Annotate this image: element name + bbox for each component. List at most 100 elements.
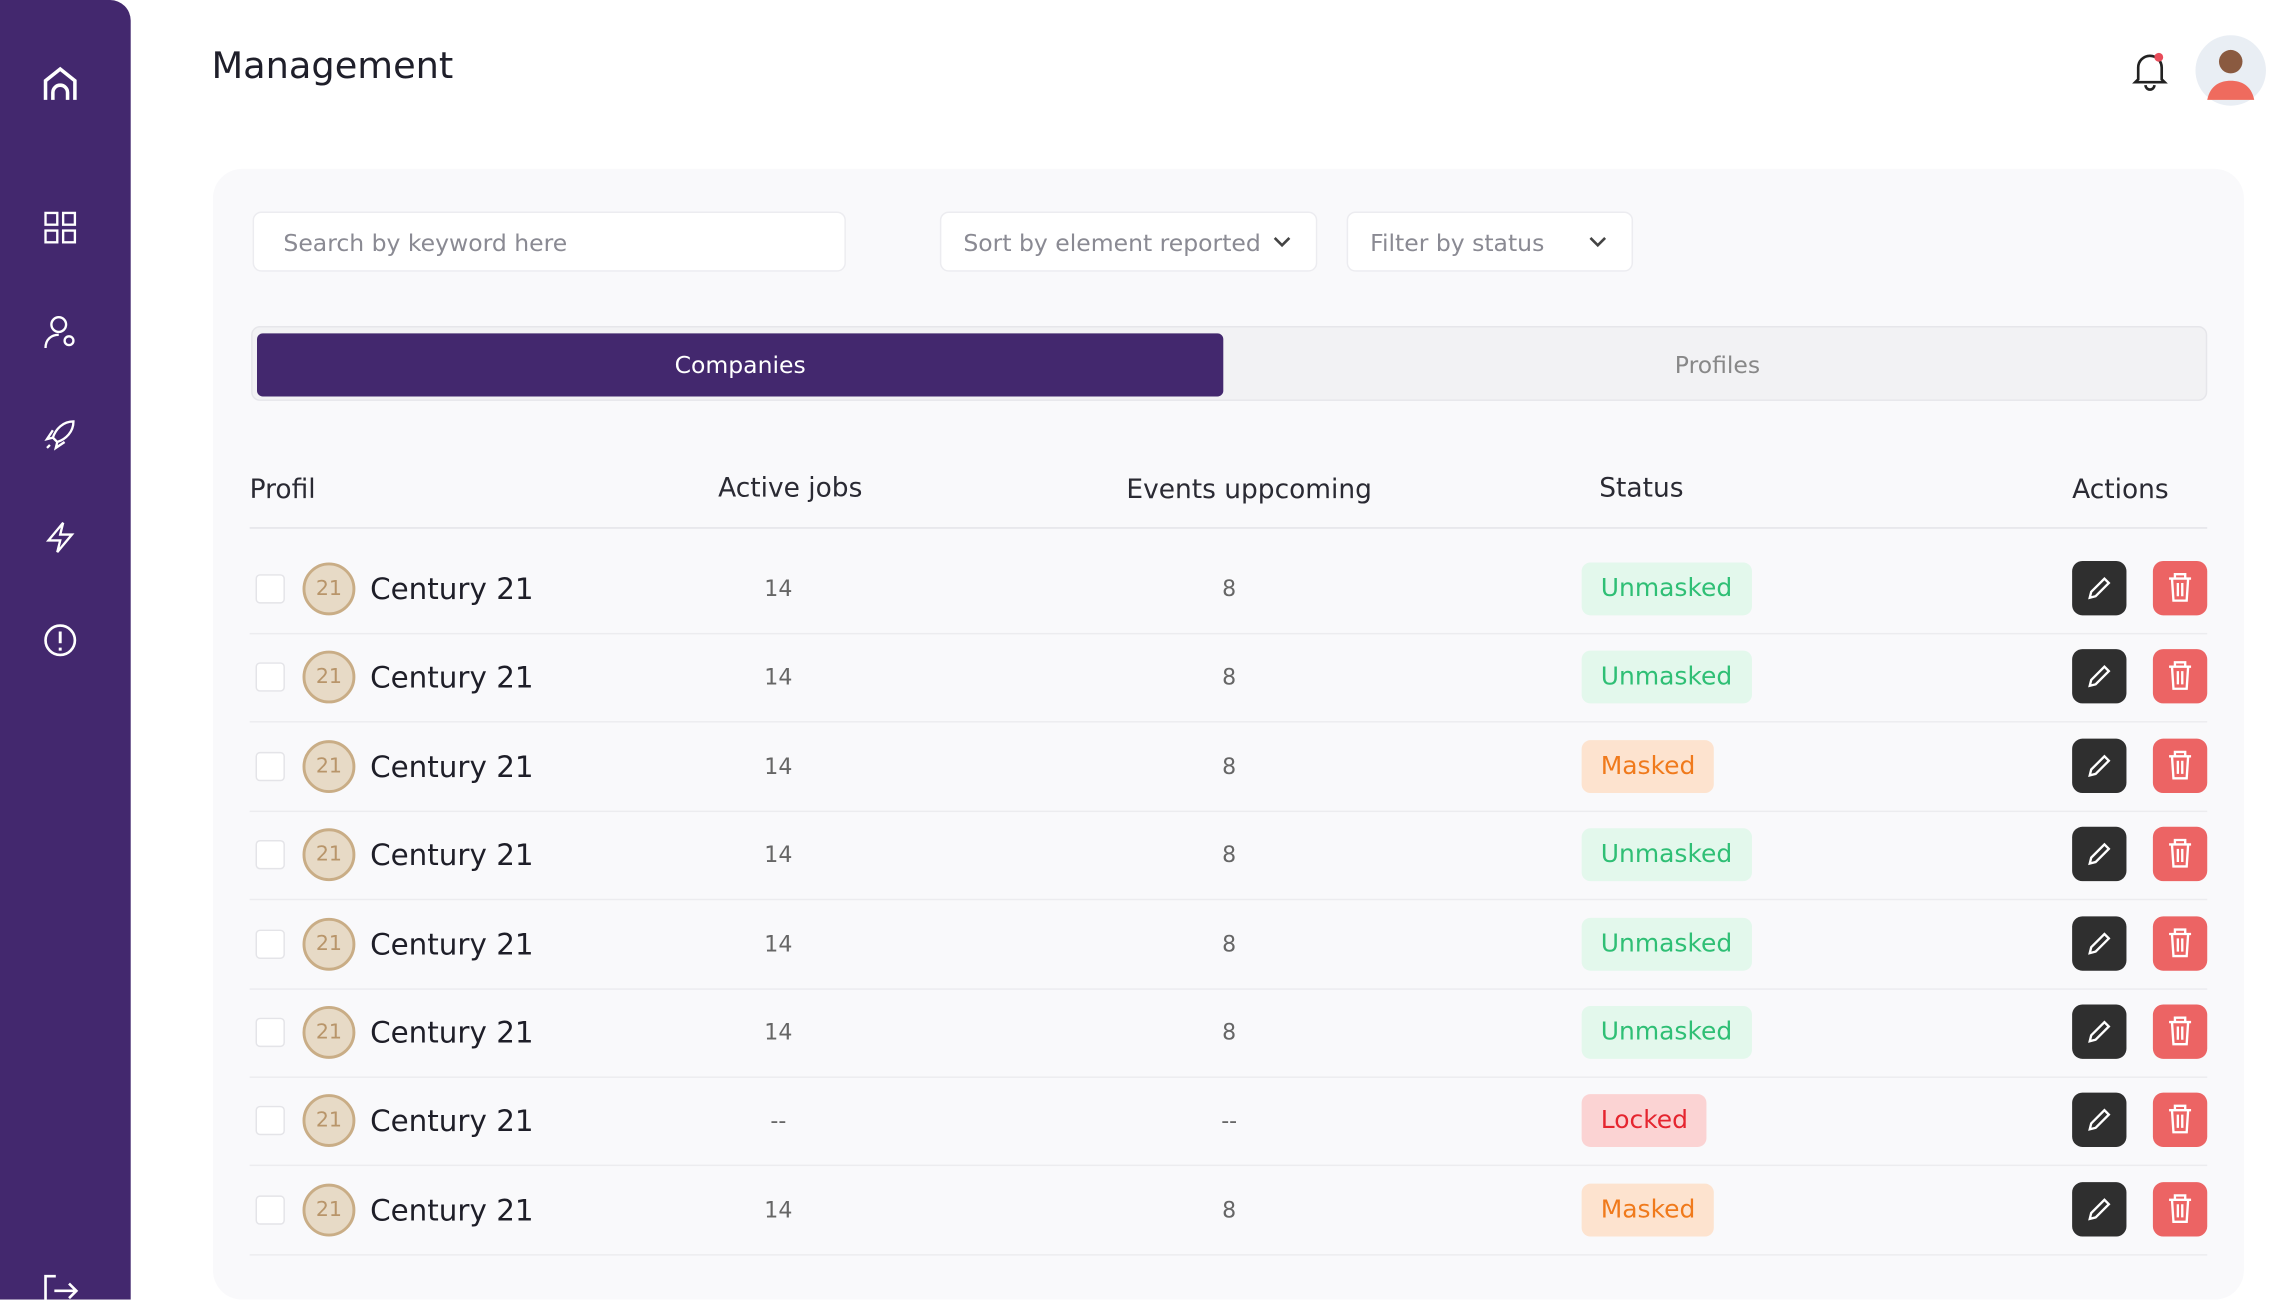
edit-icon — [2088, 1197, 2111, 1221]
events-upcoming: 8 — [1222, 1019, 1237, 1046]
company-name: Century 21 — [370, 1103, 534, 1139]
edit-icon — [2088, 1109, 2111, 1132]
edit-button[interactable] — [2072, 649, 2127, 705]
active-jobs: 14 — [764, 1196, 793, 1224]
row-checkbox[interactable] — [255, 1017, 285, 1048]
status-badge: Unmasked — [1581, 562, 1752, 616]
company-logo: 21 — [302, 1094, 356, 1148]
filter-dropdown[interactable]: Filter by status — [1346, 211, 1634, 272]
company-logo: 21 — [302, 828, 356, 882]
edit-button[interactable] — [2072, 1004, 2127, 1059]
status-badge: Masked — [1581, 1183, 1715, 1237]
edit-icon — [2088, 754, 2111, 777]
delete-button[interactable] — [2152, 1093, 2208, 1148]
column-header: Events uppcoming — [1126, 474, 1372, 506]
table-row: 21 Century 21 -- -- Locked — [249, 1077, 2208, 1167]
edit-button[interactable] — [2072, 915, 2127, 971]
delete-icon — [2169, 661, 2192, 691]
events-upcoming: 8 — [1222, 664, 1237, 691]
tab-active[interactable]: Companies — [256, 333, 1224, 397]
dashboard-icon[interactable] — [41, 209, 79, 247]
alert-icon[interactable] — [41, 621, 79, 659]
search-input[interactable]: Search by keyword here — [252, 211, 846, 272]
sort-dropdown[interactable]: Sort by element reported — [939, 211, 1318, 272]
active-jobs: 14 — [764, 841, 793, 869]
status-badge: Unmasked — [1581, 651, 1752, 705]
delete-button[interactable] — [2152, 738, 2208, 793]
avatar[interactable] — [2194, 34, 2267, 107]
edit-button[interactable] — [2072, 1093, 2127, 1148]
row-checkbox[interactable] — [255, 751, 285, 781]
events-upcoming: 8 — [1222, 930, 1237, 957]
column-header: Active jobs — [718, 472, 863, 504]
status-badge: Unmasked — [1581, 917, 1752, 971]
sort-label: Sort by element reported — [963, 229, 1261, 257]
delete-icon — [2169, 1193, 2192, 1223]
row-checkbox[interactable] — [255, 1195, 285, 1225]
active-jobs: -- — [770, 1107, 787, 1135]
flash-icon[interactable] — [41, 518, 79, 556]
events-upcoming: 8 — [1222, 1196, 1237, 1224]
row-checkbox[interactable] — [255, 928, 285, 959]
page-title: Management — [211, 44, 454, 87]
users-icon[interactable] — [41, 313, 79, 351]
notification-bell[interactable] — [2131, 50, 2169, 91]
edit-button[interactable] — [2072, 738, 2127, 793]
row-checkbox[interactable] — [255, 662, 285, 693]
active-jobs: 14 — [764, 575, 793, 603]
status-badge: Unmasked — [1581, 828, 1752, 882]
edit-icon — [2088, 843, 2111, 866]
company-logo: 21 — [302, 562, 356, 616]
delete-icon — [2169, 839, 2192, 868]
company-logo: 21 — [302, 739, 356, 793]
tab-bar: Companies Profiles — [251, 326, 2208, 401]
column-header: Profil — [249, 474, 316, 506]
company-logo: 21 — [302, 1005, 356, 1059]
company-name: Century 21 — [370, 837, 534, 873]
company-name: Century 21 — [370, 748, 534, 784]
edit-button[interactable] — [2072, 560, 2127, 616]
status-badge: Unmasked — [1581, 1005, 1752, 1059]
events-upcoming: 8 — [1222, 753, 1237, 780]
table-row: 21 Century 21 14 8 Unmasked — [249, 811, 2208, 901]
company-logo: 21 — [302, 917, 356, 971]
home-icon[interactable] — [41, 65, 79, 103]
delete-icon — [2169, 750, 2192, 780]
delete-button[interactable] — [2152, 560, 2208, 616]
company-logo: 21 — [302, 1183, 356, 1237]
chevron — [1273, 236, 1291, 248]
delete-button[interactable] — [2152, 649, 2208, 705]
delete-icon — [2169, 1105, 2192, 1135]
row-checkbox[interactable] — [255, 574, 285, 604]
edit-icon — [2088, 931, 2111, 955]
delete-button[interactable] — [2152, 827, 2208, 882]
company-name: Century 21 — [370, 659, 534, 696]
events-upcoming: 8 — [1222, 841, 1237, 869]
edit-button[interactable] — [2072, 1181, 2127, 1237]
status-badge: Locked — [1581, 1094, 1708, 1148]
table-row: 21 Century 21 14 8 Unmasked — [249, 900, 2208, 990]
table-row: 21 Century 21 14 8 Unmasked — [249, 545, 2208, 635]
company-name: Century 21 — [370, 926, 534, 962]
tab[interactable]: Profiles — [1674, 350, 1761, 379]
logout-icon[interactable] — [41, 1272, 79, 1300]
delete-button[interactable] — [2152, 915, 2208, 971]
table-row: 21 Century 21 14 8 Unmasked — [249, 634, 2208, 724]
edit-icon — [2088, 576, 2111, 600]
row-checkbox[interactable] — [255, 840, 285, 870]
edit-button[interactable] — [2072, 827, 2127, 882]
row-checkbox[interactable] — [255, 1106, 285, 1136]
edit-icon — [2088, 1020, 2111, 1043]
company-name: Century 21 — [370, 571, 534, 607]
delete-button[interactable] — [2152, 1181, 2208, 1237]
table-row: 21 Century 21 14 8 Unmasked — [249, 988, 2208, 1078]
company-name: Century 21 — [370, 1014, 534, 1051]
delete-icon — [2169, 1016, 2192, 1046]
filter-label: Filter by status — [1370, 229, 1545, 257]
delete-button[interactable] — [2152, 1004, 2208, 1059]
events-upcoming: 8 — [1222, 575, 1237, 603]
rocket-icon[interactable] — [41, 416, 79, 454]
delete-icon — [2169, 927, 2192, 957]
